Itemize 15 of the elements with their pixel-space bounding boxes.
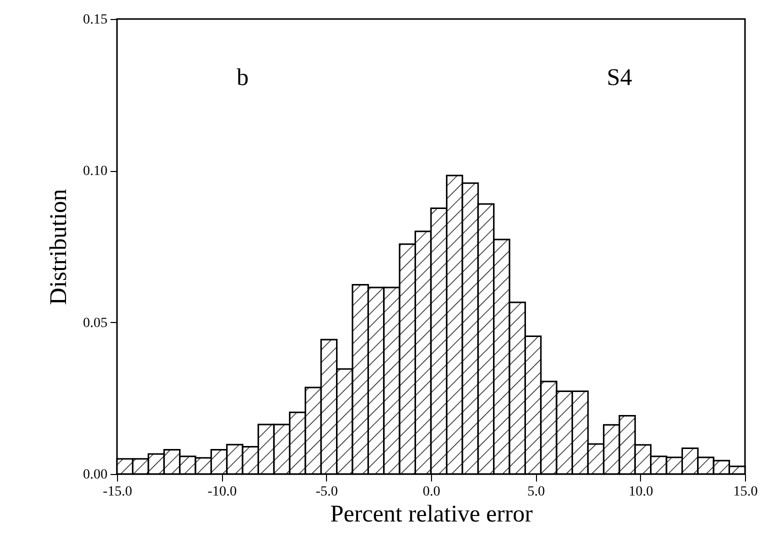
- x-axis-title: Percent relative error: [330, 502, 533, 528]
- y-tick-label: 0.10: [83, 164, 108, 180]
- y-axis-title: Distribution: [46, 188, 72, 306]
- x-tick-label: -10.0: [208, 484, 237, 500]
- x-tick-label: 15.0: [733, 484, 758, 500]
- x-tick-label: 5.0: [527, 484, 545, 500]
- annotation: S4: [606, 65, 632, 92]
- y-tick-label: 0.15: [83, 12, 108, 28]
- x-tick-label: 10.0: [628, 484, 654, 500]
- x-tick-label: 0.0: [422, 484, 440, 500]
- annotation: b: [236, 65, 249, 92]
- y-tick-label: 0.00: [83, 468, 108, 482]
- x-tick-label: -15.0: [102, 484, 132, 500]
- y-tick-label: 0.05: [83, 316, 108, 331]
- x-tick-label: -5.0: [316, 484, 338, 500]
